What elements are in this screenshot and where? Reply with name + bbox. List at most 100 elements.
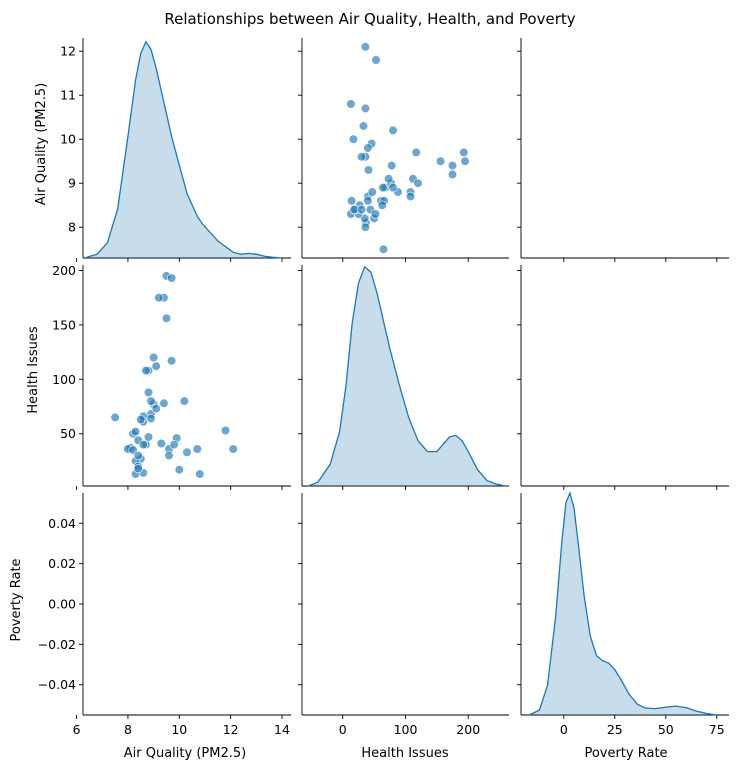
scatter-point [360, 42, 371, 52]
scatter-point [405, 191, 416, 201]
scatter-point [363, 165, 374, 175]
panel-health-vs-airquality: 50 100 150 200 [52, 263, 291, 490]
scatter-point [133, 450, 143, 461]
kde-line [528, 490, 717, 716]
scatter-point [460, 156, 470, 166]
scatter-point [149, 352, 159, 363]
scatter-point [143, 387, 154, 398]
panel-health-kde [298, 265, 509, 490]
scatter-point [378, 183, 388, 193]
y-tick-label: 0.00 [48, 597, 76, 612]
kde-line [308, 265, 507, 487]
x-tick-label: 200 [456, 722, 480, 737]
scatter-point [347, 196, 357, 206]
y-tick-label: 200 [52, 263, 76, 278]
x-tick-label: 6 [73, 722, 81, 737]
scatter-point [156, 438, 166, 449]
scatter-point [360, 222, 371, 232]
y-tick-label: 11 [60, 88, 76, 103]
scatter-point [384, 174, 394, 184]
scatter-point [133, 464, 143, 474]
scatter-point [367, 187, 377, 197]
chart-title: Relationships between Air Quality, Healt… [164, 10, 575, 28]
scatter-point [159, 398, 169, 408]
y-tick-label: 8 [68, 220, 76, 235]
scatter-point [371, 55, 381, 65]
panel-airquality-vs-health [298, 38, 509, 262]
scatter-point [195, 469, 205, 479]
scatter-point [377, 200, 387, 210]
y-tick-label: 0.02 [48, 556, 76, 571]
scatter-point [161, 313, 172, 323]
x-tick-label: 100 [394, 722, 418, 737]
scatter-point [357, 205, 367, 215]
x-axis-label-air-quality: Air Quality (PM2.5) [124, 746, 246, 761]
panel-poverty-vs-health: 0 100 200 [298, 493, 509, 737]
scatter-point [360, 103, 371, 113]
scatter-point [411, 147, 421, 157]
y-tick-label: 0.04 [48, 516, 76, 531]
y-axis-label-air-quality: Air Quality (PM2.5) [34, 83, 49, 205]
kde-area [308, 266, 506, 486]
scatter-point [228, 444, 238, 454]
scatter-point [220, 425, 231, 436]
y-axis-label-poverty: Poverty Rate [9, 558, 24, 641]
scatter-point [174, 465, 184, 475]
scatter-point [146, 413, 156, 424]
scatter-point [370, 209, 381, 219]
scatter-point [348, 134, 359, 144]
scatter-point [143, 432, 154, 442]
y-tick-label: 100 [52, 372, 76, 387]
scatter-point [192, 444, 202, 454]
panel-health-vs-poverty [517, 265, 729, 490]
y-tick-label: 10 [60, 132, 76, 147]
scatter-point [436, 156, 446, 166]
scatter-point [413, 178, 423, 188]
x-tick-label: 12 [223, 722, 239, 737]
scatter-point [363, 143, 373, 153]
panel-airquality-vs-poverty [517, 38, 729, 262]
scatter-point [363, 196, 373, 206]
scatter-point [167, 273, 177, 283]
scatter-point [131, 427, 141, 437]
scatter-point [167, 356, 177, 366]
x-tick-label: 0 [560, 722, 568, 737]
x-axis-label-health: Health Issues [361, 746, 448, 761]
x-tick-label: 0 [339, 722, 347, 737]
scatter-point [447, 169, 458, 179]
kde-area [86, 41, 283, 258]
panel-airquality-kde: 8 9 10 11 12 [60, 38, 291, 262]
x-tick-label: 14 [274, 722, 290, 737]
x-tick-label: 8 [124, 722, 132, 737]
y-tick-label: 50 [60, 426, 76, 441]
x-tick-label: 25 [607, 722, 623, 737]
y-tick-label: 12 [60, 44, 76, 59]
y-tick-label: 150 [52, 317, 76, 332]
scatter-point [182, 447, 192, 457]
x-tick-label: 50 [658, 722, 674, 737]
y-axis-label-health: Health Issues [26, 326, 41, 413]
scatter-point [141, 366, 151, 376]
scatter-point [459, 147, 469, 157]
scatter-point [110, 412, 120, 423]
scatter-point [378, 244, 389, 254]
x-axis-label-poverty: Poverty Rate [584, 746, 667, 761]
panel-poverty-vs-airquality: 6 8 10 12 14 −0.04 −0.02 0.00 0.02 0.04 [38, 493, 291, 737]
y-tick-label: 9 [68, 176, 76, 191]
scatter-point [360, 213, 370, 223]
scatter-point [164, 450, 174, 461]
y-tick-label: −0.02 [38, 637, 76, 652]
x-tick-label: 10 [171, 722, 187, 737]
scatter-point [388, 183, 398, 193]
scatter-point [136, 415, 146, 425]
scatter-point [169, 440, 179, 450]
scatter-point [138, 440, 148, 450]
scatter-point [388, 125, 398, 135]
kde-area [529, 493, 717, 715]
scatter-point [358, 121, 369, 131]
scatter-point [151, 404, 161, 414]
scatter-point [151, 361, 161, 371]
scatter-point [179, 396, 189, 406]
scatter-point [447, 161, 458, 171]
